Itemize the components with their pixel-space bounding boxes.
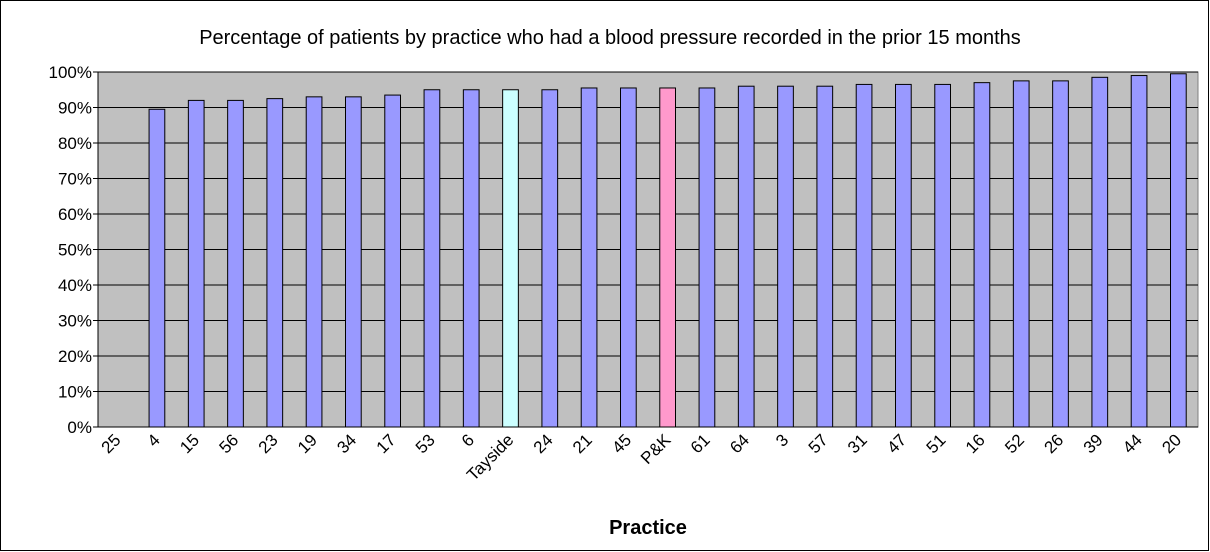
bar <box>1012 80 1030 428</box>
y-tick-label: 20% <box>58 347 92 366</box>
x-axis-label: Practice <box>609 517 687 539</box>
bar <box>1091 76 1109 428</box>
bar <box>345 96 362 428</box>
y-tick-label: 100% <box>49 63 92 82</box>
bar <box>816 85 834 428</box>
y-tick-label: 90% <box>58 99 92 118</box>
bar <box>777 85 794 428</box>
y-tick-label: 70% <box>58 170 92 189</box>
bar <box>502 89 519 428</box>
bar <box>462 89 480 428</box>
bar <box>895 83 912 428</box>
bar <box>384 94 401 428</box>
bar <box>1130 75 1148 428</box>
bar <box>659 87 676 428</box>
y-tick-label: 50% <box>58 241 92 260</box>
y-tick-label: 40% <box>58 276 92 295</box>
y-tick-label: 60% <box>58 205 92 224</box>
bar <box>620 87 637 428</box>
bar <box>266 98 284 428</box>
bar <box>148 108 166 428</box>
bar <box>934 83 951 428</box>
bar <box>855 83 873 428</box>
bar <box>305 96 323 428</box>
bar <box>187 99 205 428</box>
bar <box>737 85 755 428</box>
y-tick-label: 80% <box>58 134 92 153</box>
bar <box>698 87 716 428</box>
bar <box>1052 80 1069 428</box>
bar <box>1170 73 1187 428</box>
chart-title: Percentage of patients by practice who h… <box>199 27 1021 49</box>
bar <box>423 89 441 428</box>
bar <box>973 82 991 428</box>
bar <box>541 89 559 428</box>
y-tick-label: 30% <box>58 312 92 331</box>
bar <box>227 99 244 428</box>
bar <box>580 87 598 428</box>
y-tick-label: 10% <box>58 383 92 402</box>
y-tick-label: 0% <box>67 418 92 437</box>
